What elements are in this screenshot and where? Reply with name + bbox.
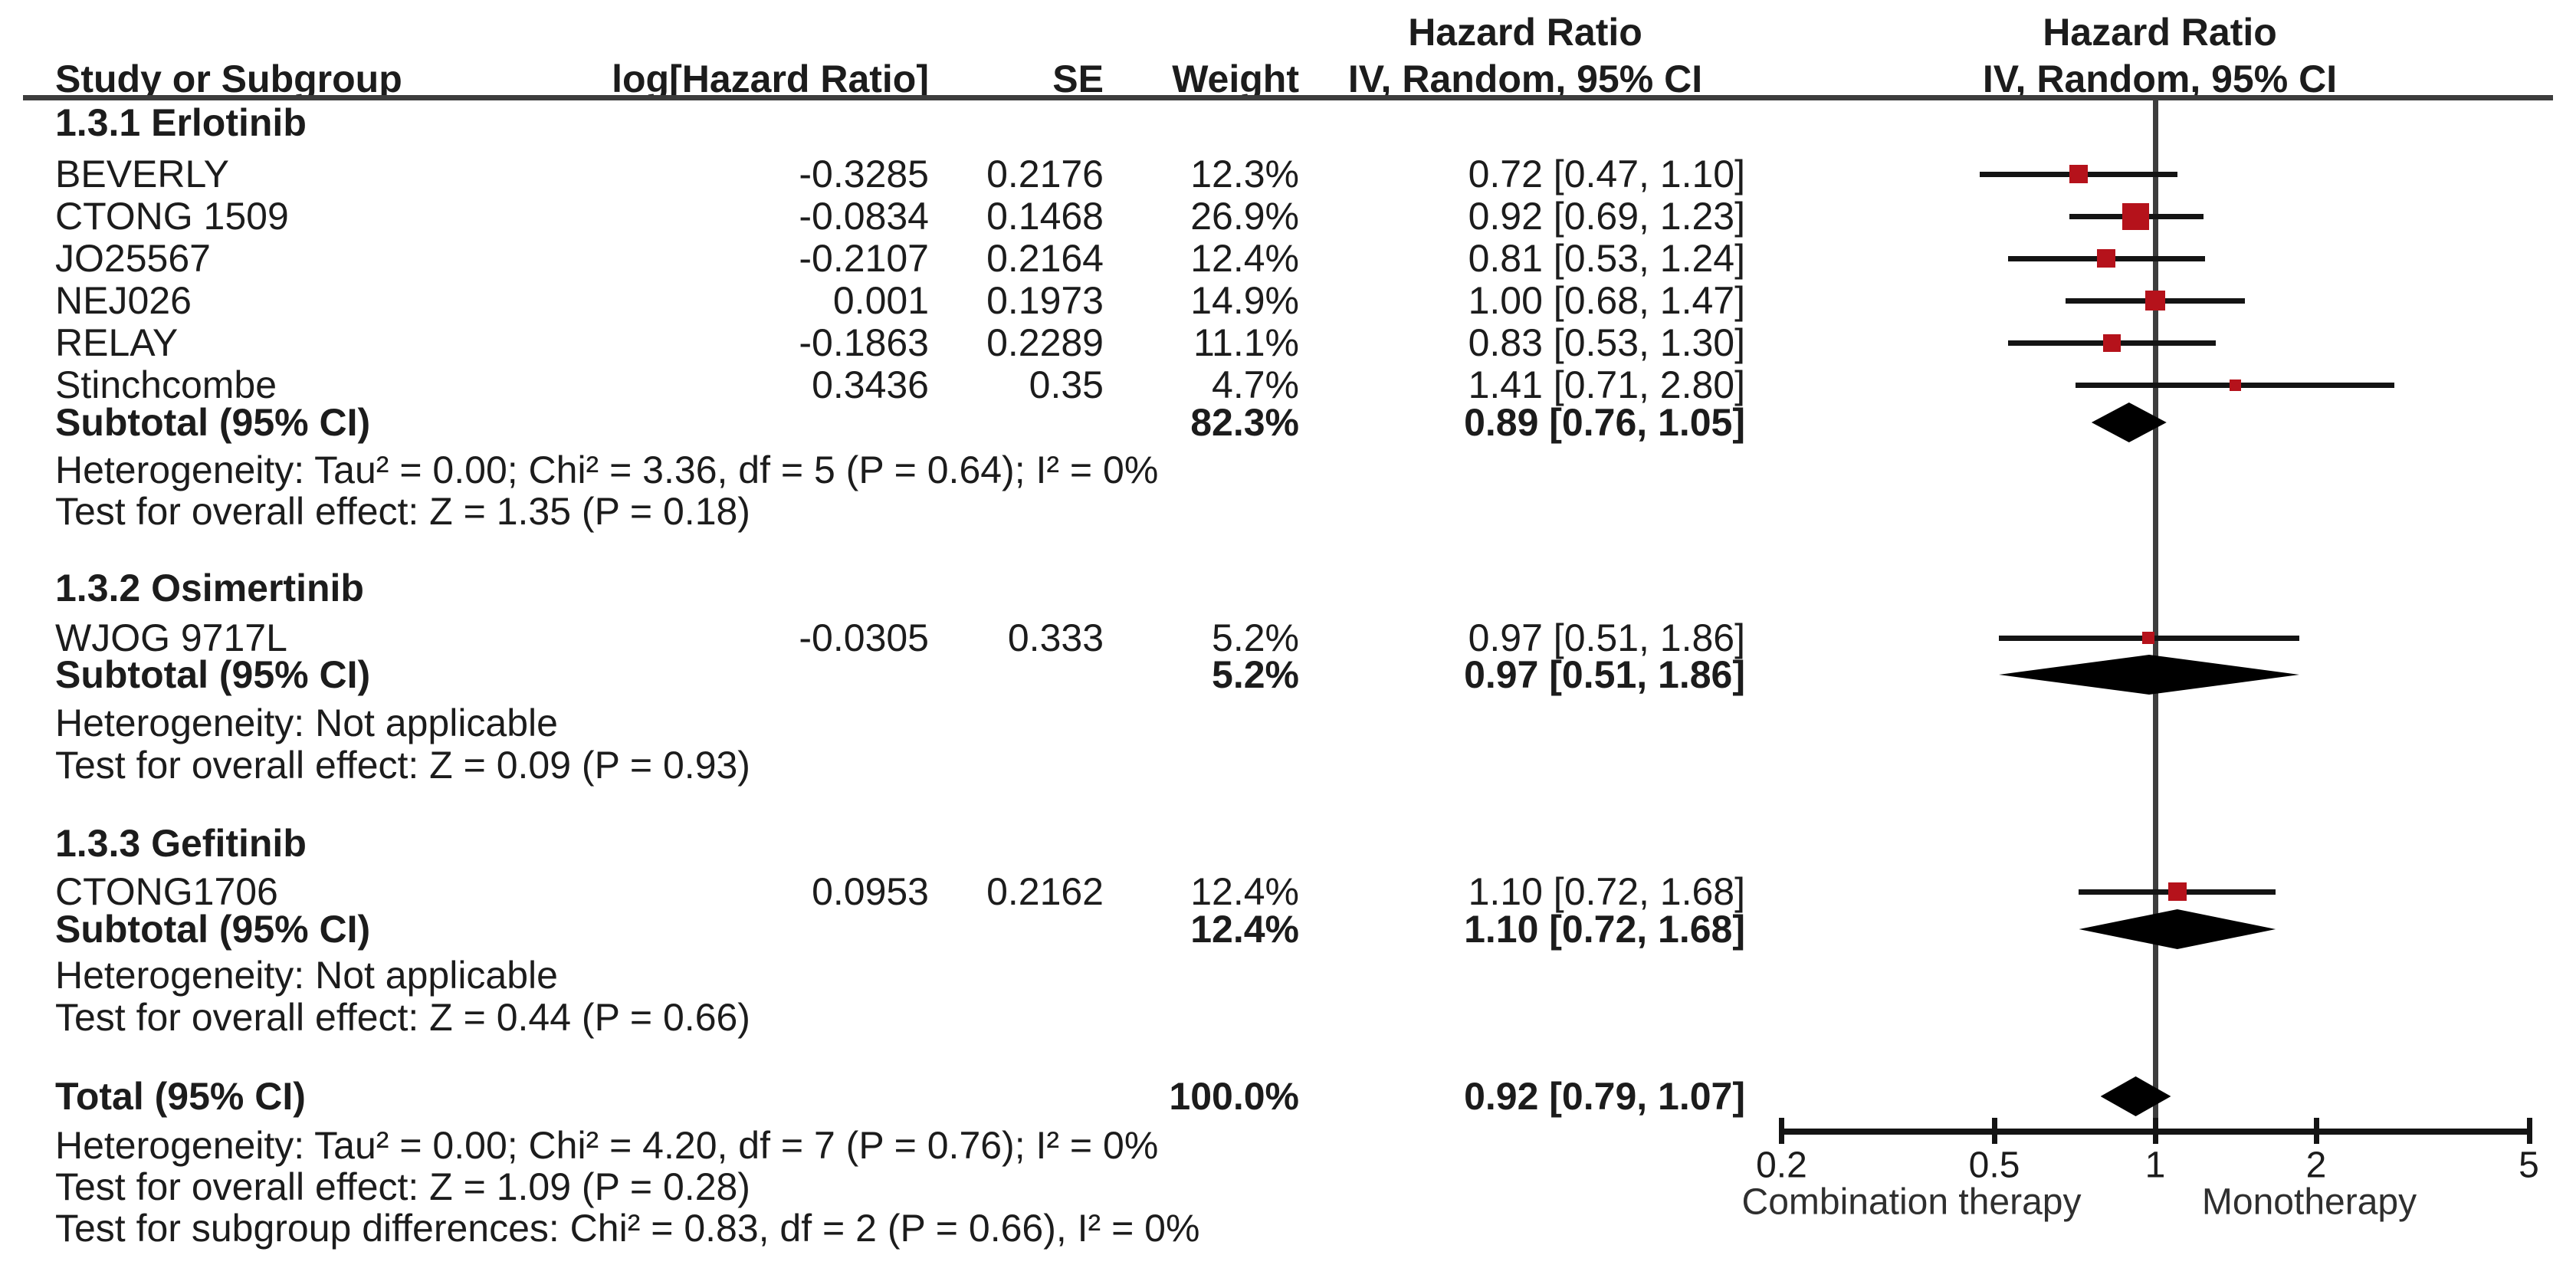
ci-column-header-line1: Hazard Ratio	[1408, 11, 1642, 54]
effect-square	[2145, 291, 2165, 310]
total-overall-effect-text: Test for overall effect: Z = 1.09 (P = 0…	[55, 1165, 750, 1208]
row-se: 0.35	[1029, 363, 1104, 406]
total-diamond	[2100, 1076, 2171, 1116]
axis-tick	[2153, 1118, 2158, 1144]
axis-tick-label: 0.5	[1968, 1145, 2020, 1186]
row-weight: 12.4%	[1190, 870, 1299, 913]
subgroup-differences-text: Test for subgroup differences: Chi² = 0.…	[55, 1207, 1200, 1250]
axis-tick	[2526, 1118, 2532, 1144]
axis-tick-label: 1	[2144, 1145, 2166, 1186]
col-header-study: Study or Subgroup	[55, 58, 402, 100]
effect-square	[2141, 632, 2154, 644]
row-study-label: Subtotal (95% CI)	[55, 401, 371, 444]
col-header-se: SE	[1052, 58, 1104, 100]
row-weight: 4.7%	[1212, 363, 1299, 406]
row-study-label: BEVERLY	[55, 153, 229, 196]
no-effect-vertical-line	[2153, 100, 2158, 1144]
row-study-label: RELAY	[55, 321, 179, 364]
effect-square	[2069, 165, 2089, 183]
row-study-label: Subtotal (95% CI)	[55, 653, 371, 696]
axis-tick	[1992, 1118, 1998, 1144]
row-log-hr: -0.0305	[799, 616, 929, 659]
row-ci-text: 0.72 [0.47, 1.10]	[1468, 153, 1745, 196]
row-ci-text: 0.92 [0.69, 1.23]	[1468, 195, 1745, 238]
row-ci-text: 1.00 [0.68, 1.47]	[1468, 279, 1745, 322]
row-ci-text: 0.89 [0.76, 1.05]	[1464, 401, 1745, 444]
row-se: 0.2162	[986, 870, 1104, 913]
effect-square	[2167, 882, 2187, 901]
row-study-label: JO25567	[55, 237, 211, 280]
row-weight: 12.4%	[1190, 237, 1299, 280]
row-log-hr: 0.3436	[812, 363, 929, 406]
heterogeneity-text: Heterogeneity: Not applicable	[55, 702, 558, 744]
row-study-label: NEJ026	[55, 279, 192, 322]
header-rule	[23, 95, 2553, 100]
row-weight: 5.2%	[1212, 616, 1299, 659]
axis-caption-left: Combination therapy	[1741, 1181, 2082, 1223]
axis-tick-label: 2	[2305, 1145, 2327, 1186]
row-weight: 82.3%	[1190, 401, 1299, 444]
row-study-label: Total (95% CI)	[55, 1075, 306, 1118]
overall-effect-text: Test for overall effect: Z = 0.44 (P = 0…	[55, 996, 750, 1039]
row-log-hr: 0.001	[832, 279, 929, 322]
heterogeneity-text: Heterogeneity: Tau² = 0.00; Chi² = 3.36,…	[55, 449, 1159, 491]
total-heterogeneity-text: Heterogeneity: Tau² = 0.00; Chi² = 4.20,…	[55, 1124, 1159, 1167]
effect-square	[2229, 379, 2241, 391]
row-weight: 14.9%	[1190, 279, 1299, 322]
row-log-hr: -0.0834	[799, 195, 929, 238]
ci-column-header-line2: IV, Random, 95% CI	[1347, 58, 1703, 100]
row-log-hr: -0.3285	[799, 153, 929, 196]
row-weight: 12.3%	[1190, 153, 1299, 196]
row-weight: 12.4%	[1190, 908, 1299, 951]
row-study-label: Subtotal (95% CI)	[55, 908, 371, 951]
col-header-weight: Weight	[1172, 58, 1299, 100]
row-study-label: CTONG1706	[55, 870, 278, 913]
row-study-label: WJOG 9717L	[55, 616, 287, 659]
row-ci-text: 0.81 [0.53, 1.24]	[1468, 237, 1745, 280]
row-weight: 11.1%	[1193, 321, 1299, 364]
row-se: 0.1973	[986, 279, 1104, 322]
axis-caption-right: Monotherapy	[2201, 1181, 2417, 1223]
row-study-label: Stinchcombe	[55, 363, 277, 406]
heterogeneity-text: Heterogeneity: Not applicable	[55, 954, 558, 997]
row-ci-text: 0.97 [0.51, 1.86]	[1468, 616, 1745, 659]
effect-square	[2103, 334, 2122, 352]
row-se: 0.333	[1007, 616, 1104, 659]
row-se: 0.2164	[986, 237, 1104, 280]
row-log-hr: 0.0953	[812, 870, 929, 913]
plot-column-header-line2: IV, Random, 95% CI	[1982, 58, 2338, 100]
subgroup-header: 1.3.2 Osimertinib	[55, 567, 364, 610]
row-log-hr: -0.2107	[799, 237, 929, 280]
row-se: 0.2176	[986, 153, 1104, 196]
row-weight: 26.9%	[1190, 195, 1299, 238]
row-log-hr: -0.1863	[799, 321, 929, 364]
row-ci-text: 0.83 [0.53, 1.30]	[1468, 321, 1745, 364]
subtotal-diamond	[1999, 655, 2299, 695]
row-weight: 100.0%	[1169, 1075, 1299, 1118]
plot-column-header-line1: Hazard Ratio	[2043, 11, 2277, 54]
row-ci-text: 1.10 [0.72, 1.68]	[1468, 870, 1745, 913]
effect-square	[2122, 202, 2150, 230]
row-ci-text: 1.10 [0.72, 1.68]	[1464, 908, 1745, 951]
subgroup-header: 1.3.1 Erlotinib	[55, 101, 307, 144]
axis-tick	[2313, 1118, 2319, 1144]
row-se: 0.2289	[986, 321, 1104, 364]
subtotal-diamond	[2079, 909, 2276, 949]
row-ci-text: 0.97 [0.51, 1.86]	[1464, 653, 1745, 696]
axis-tick-label: 5	[2519, 1145, 2539, 1186]
row-study-label: CTONG 1509	[55, 195, 289, 238]
axis-tick	[1779, 1118, 1785, 1144]
row-ci-text: 0.92 [0.79, 1.07]	[1464, 1075, 1745, 1118]
col-header-log-hr: log[Hazard Ratio]	[612, 58, 929, 100]
row-weight: 5.2%	[1212, 653, 1299, 696]
row-se: 0.1468	[986, 195, 1104, 238]
row-ci-text: 1.41 [0.71, 2.80]	[1468, 363, 1745, 406]
overall-effect-text: Test for overall effect: Z = 0.09 (P = 0…	[55, 744, 750, 787]
subgroup-header: 1.3.3 Gefitinib	[55, 822, 307, 865]
overall-effect-text: Test for overall effect: Z = 1.35 (P = 0…	[55, 490, 750, 533]
axis-tick-label: 0.2	[1756, 1145, 1807, 1186]
effect-square	[2097, 249, 2116, 268]
